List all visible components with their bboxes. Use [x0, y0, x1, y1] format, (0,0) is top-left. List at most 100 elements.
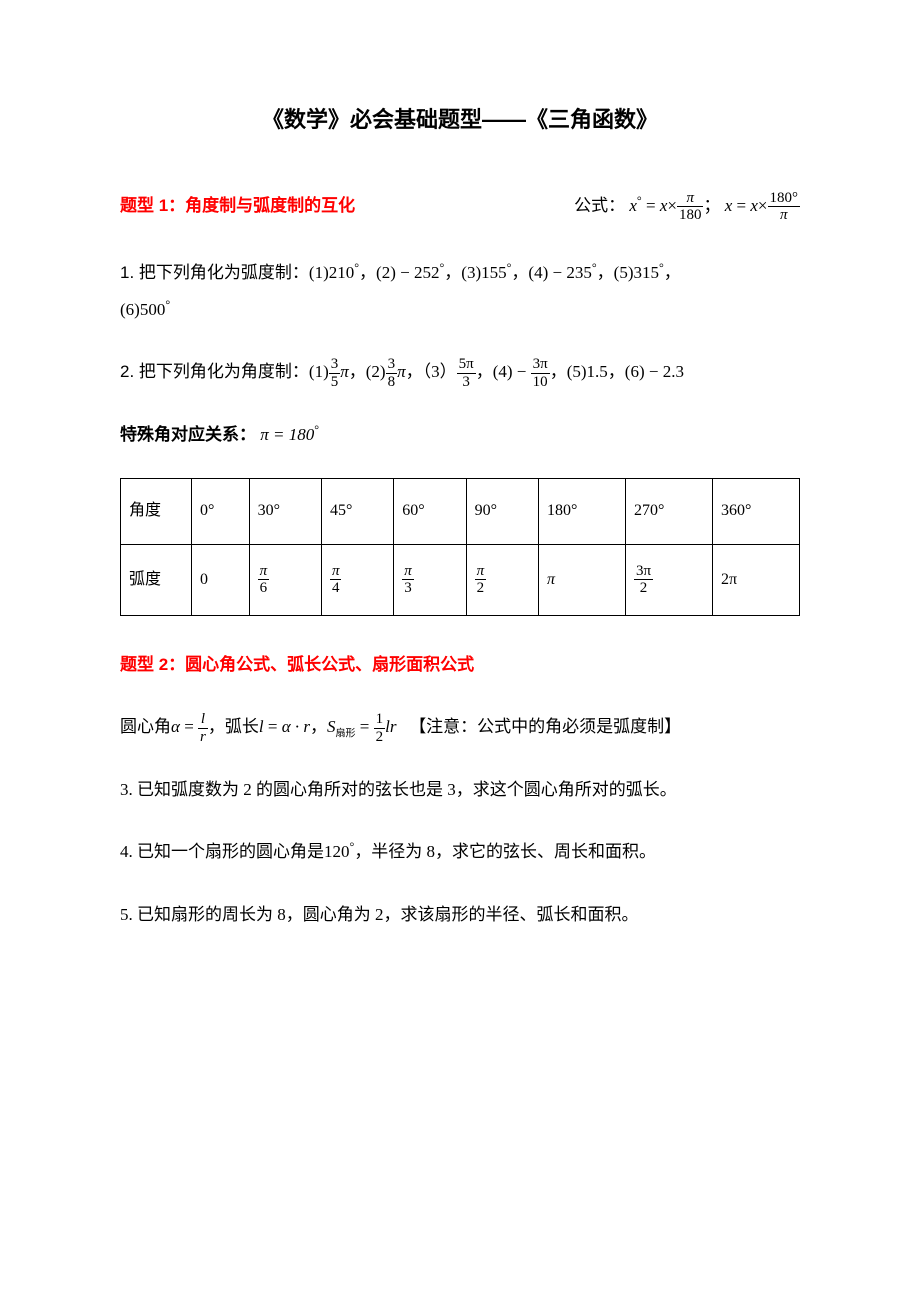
S-sym: S	[327, 717, 336, 736]
frac-num: π	[475, 563, 487, 580]
frac-num: π	[330, 563, 342, 580]
q2-a1-num: 3	[329, 356, 341, 373]
deg: °	[659, 260, 664, 274]
f2-x: x	[750, 196, 758, 215]
deg: °	[354, 260, 359, 274]
rad-cell: π	[538, 544, 625, 615]
f1-den: 180	[677, 206, 704, 224]
q1-p5: (5)315	[614, 263, 659, 282]
q2-a1-tail: π	[340, 362, 349, 381]
deg-cell: 0°	[192, 479, 250, 545]
deg: °	[507, 260, 512, 274]
q2-a2-lead: (2)	[366, 362, 386, 381]
f1-lhs: x	[629, 196, 637, 215]
s2-note: 【注意：公式中的角必须是弧度制】	[409, 717, 681, 736]
q2-a3-frac: 5π3	[457, 356, 476, 390]
question-3: 3. 已知弧度数为 2 的圆心角所对的弦长也是 3，求这个圆心角所对的弧长。	[120, 771, 800, 808]
eq3: =	[356, 717, 374, 736]
rad-cell: π3	[394, 544, 466, 615]
row-label-degree: 角度	[121, 479, 192, 545]
frac-den: 4	[330, 579, 342, 597]
special-rel: π = 180	[260, 425, 314, 444]
rad-cell: 0	[192, 544, 250, 615]
formula-sep: ；	[703, 196, 720, 215]
q2-a1-lead: (1)	[309, 362, 329, 381]
q2-a1-frac: 35	[329, 356, 341, 390]
question-2: 2. 把下列角化为角度制：(1)35π，(2)38π，（3）5π3，(4) − …	[120, 353, 800, 390]
section1-row: 题型 1：角度制与弧度制的互化 公式： x° = x×π180； x = x×1…	[120, 190, 800, 224]
q2-a2-frac: 38	[386, 356, 398, 390]
deg-cell: 45°	[321, 479, 393, 545]
q2-a2-den: 8	[386, 373, 398, 391]
question-1: 1. 把下列角化为弧度制：(1)210°，(2) − 252°，(3)155°，…	[120, 254, 800, 329]
document-title: 《数学》必会基础题型——《三角函数》	[120, 100, 800, 140]
q2-a4-lead: (4) −	[493, 362, 531, 381]
q2-a4-den: 10	[531, 373, 550, 391]
q1-p3: (3)155	[461, 263, 506, 282]
deg-cell: 270°	[625, 479, 712, 545]
q2-a4-num: 3π	[531, 356, 550, 373]
f2-num: 180°	[768, 190, 801, 207]
frac-den: 2	[634, 579, 653, 597]
f-den: 2	[374, 728, 386, 746]
deg-cell: 30°	[249, 479, 321, 545]
frac-den: 3	[402, 579, 414, 597]
deg-cell: 60°	[394, 479, 466, 545]
rad-cell: π6	[249, 544, 321, 615]
q1-p2: (2) − 252	[376, 263, 439, 282]
f-den: r	[198, 728, 208, 746]
q2-a4-frac: 3π10	[531, 356, 550, 390]
f1-frac: π180	[677, 190, 704, 224]
q2-a5: (5)1.5	[567, 362, 608, 381]
table-row-radian: 弧度 0 π6 π4 π3 π2 π 3π2 2π	[121, 544, 800, 615]
q1-p6: (6)500	[120, 300, 165, 319]
f2-eq: =	[732, 196, 750, 215]
q2-a2-tail: π	[397, 362, 406, 381]
f1-times: ×	[667, 196, 677, 215]
q2-prefix: 2. 把下列角化为角度制：	[120, 362, 309, 381]
f1-eq: =	[642, 196, 660, 215]
section1-heading: 题型 1：角度制与弧度制的互化	[120, 191, 355, 222]
q2-a3-lead: （3）	[423, 362, 457, 381]
deg: °	[592, 260, 597, 274]
rad-cell: π4	[321, 544, 393, 615]
section1-formula: 公式： x° = x×π180； x = x×180°π	[574, 190, 800, 224]
row-label-radian: 弧度	[121, 544, 192, 615]
deg-cell: 180°	[538, 479, 625, 545]
q1-p1: (1)210	[309, 263, 354, 282]
table-row-degree: 角度 0° 30° 45° 60° 90° 180° 270° 360°	[121, 479, 800, 545]
s2-f3-tail: lr	[385, 717, 396, 736]
q2-a6: (6) − 2.3	[625, 362, 684, 381]
f-num: 1	[374, 711, 386, 728]
s2-frac3: 12	[374, 711, 386, 745]
f2-times: ×	[758, 196, 768, 215]
angle-table: 角度 0° 30° 45° 60° 90° 180° 270° 360° 弧度 …	[120, 478, 800, 616]
frac-num: 3π	[634, 563, 653, 580]
question-5: 5. 已知扇形的周长为 8，圆心角为 2，求该扇形的半径、弧长和面积。	[120, 896, 800, 933]
frac-num: π	[402, 563, 414, 580]
deg: °	[439, 260, 444, 274]
q1-p4: (4) − 235	[528, 263, 591, 282]
section2-heading-row: 题型 2：圆心角公式、弧长公式、扇形面积公式	[120, 646, 800, 683]
q2-a1-den: 5	[329, 373, 341, 391]
frac-den: 2	[475, 579, 487, 597]
q1-prefix: 1. 把下列角化为弧度制：	[120, 263, 309, 282]
frac-den: 6	[258, 579, 270, 597]
deg-cell: 90°	[466, 479, 538, 545]
f2-den: π	[768, 206, 801, 224]
frac-num: π	[258, 563, 270, 580]
eq: =	[180, 717, 198, 736]
q2-a3-den: 3	[457, 373, 476, 391]
q4-a: 4. 已知一个扇形的圆心角是	[120, 842, 324, 861]
q2-a3-num: 5π	[457, 356, 476, 373]
f2-frac: 180°π	[768, 190, 801, 224]
section2-heading: 题型 2：圆心角公式、弧长公式、扇形面积公式	[120, 655, 474, 674]
s2-text-a: 圆心角	[120, 717, 171, 736]
rad-cell: 3π2	[625, 544, 712, 615]
rad-cell: 2π	[712, 544, 799, 615]
special-label: 特殊角对应关系：	[120, 425, 256, 444]
deg-cell: 360°	[712, 479, 799, 545]
document-page: 《数学》必会基础题型——《三角函数》 题型 1：角度制与弧度制的互化 公式： x…	[0, 0, 920, 1302]
f1-num: π	[677, 190, 704, 207]
q2-a2-num: 3	[386, 356, 398, 373]
